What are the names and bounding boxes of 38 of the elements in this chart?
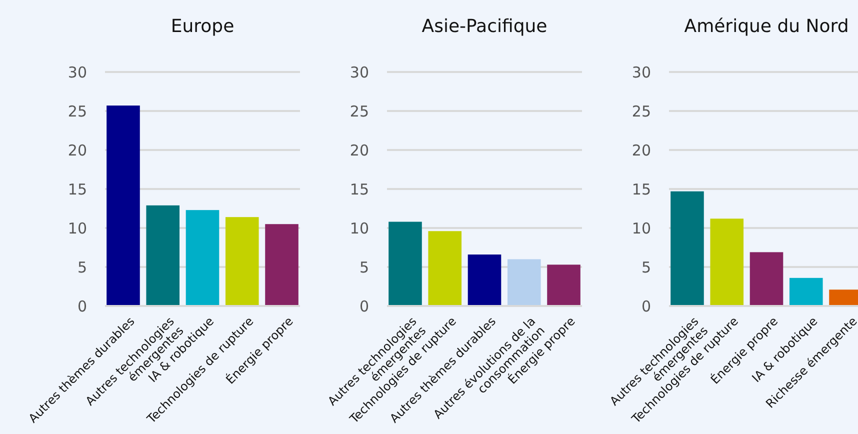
y-tick-label: 30 <box>632 63 651 82</box>
y-tick-label: 25 <box>350 102 369 120</box>
bar <box>507 259 541 306</box>
bar <box>225 217 259 306</box>
bar <box>547 264 580 306</box>
bar <box>146 205 180 306</box>
bar <box>710 218 744 306</box>
y-tick-label: 0 <box>77 297 87 316</box>
bar <box>265 224 298 306</box>
y-tick-label: 0 <box>641 297 651 316</box>
bar <box>186 210 220 306</box>
y-tick-label: 10 <box>68 219 87 238</box>
y-tick-label: 20 <box>350 141 369 160</box>
bar <box>789 278 823 306</box>
bar <box>468 254 502 306</box>
y-tick-label: 0 <box>359 297 369 316</box>
y-tick-label: 30 <box>350 63 369 82</box>
bar <box>428 231 462 306</box>
bar <box>670 191 704 306</box>
y-tick-label: 5 <box>359 258 369 276</box>
y-tick-label: 25 <box>632 102 651 120</box>
y-tick-label: 25 <box>68 102 87 120</box>
y-tick-label: 20 <box>68 141 87 160</box>
y-tick-label: 30 <box>68 63 87 82</box>
bar <box>388 222 422 306</box>
y-tick-label: 20 <box>632 141 651 160</box>
y-tick-label: 10 <box>350 219 369 238</box>
chart-title: Europe <box>170 16 234 37</box>
chart-title: Asie-Pacifique <box>422 16 548 37</box>
y-tick-label: 10 <box>632 219 651 238</box>
y-tick-label: 15 <box>68 180 87 198</box>
bar <box>750 252 784 306</box>
y-tick-label: 5 <box>77 258 87 276</box>
y-tick-label: 15 <box>350 180 369 198</box>
bar <box>106 106 140 306</box>
y-tick-label: 15 <box>632 180 651 198</box>
chart-title: Amérique du Nord <box>684 16 849 37</box>
y-tick-label: 5 <box>641 258 651 276</box>
